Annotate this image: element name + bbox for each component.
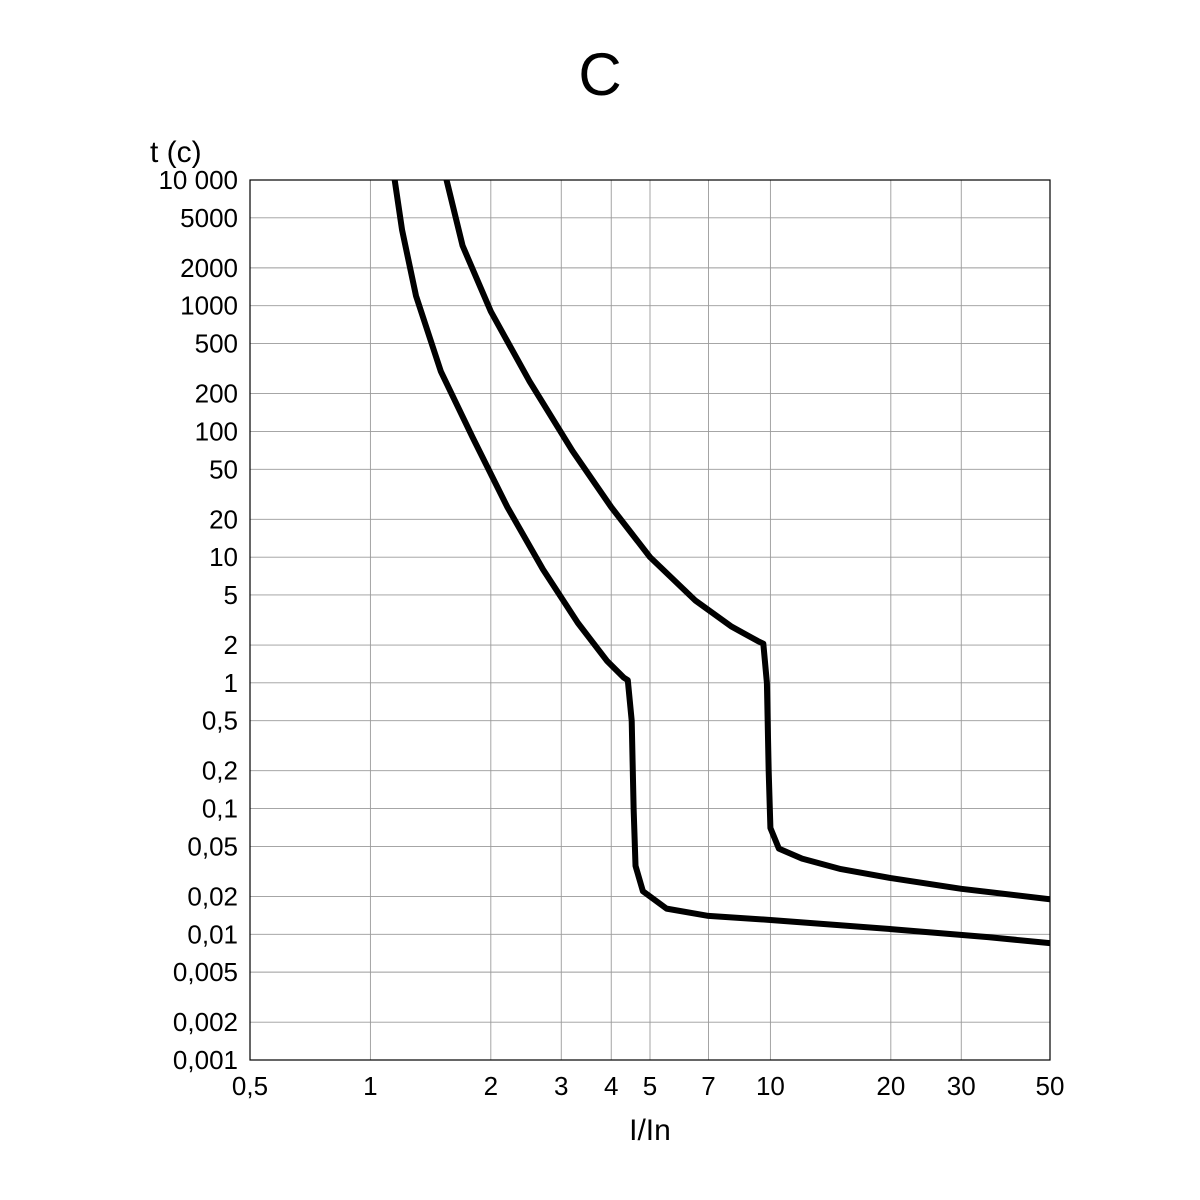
y-tick-label: 5 bbox=[224, 580, 238, 610]
x-tick-label: 2 bbox=[484, 1071, 498, 1101]
y-tick-label: 0,02 bbox=[187, 881, 238, 911]
y-tick-label: 0,005 bbox=[173, 957, 238, 987]
x-tick-label: 50 bbox=[1036, 1071, 1065, 1101]
y-tick-label: 5000 bbox=[180, 203, 238, 233]
y-tick-label: 0,5 bbox=[202, 706, 238, 736]
y-tick-label: 200 bbox=[195, 379, 238, 409]
y-tick-label: 0,01 bbox=[187, 919, 238, 949]
y-tick-label: 100 bbox=[195, 416, 238, 446]
x-tick-label: 10 bbox=[756, 1071, 785, 1101]
y-tick-label: 10 000 bbox=[158, 165, 238, 195]
x-tick-label: 3 bbox=[554, 1071, 568, 1101]
trip-curve-chart: Ct (c)0,0010,0020,0050,010,020,050,10,20… bbox=[0, 0, 1200, 1200]
y-tick-label: 1000 bbox=[180, 291, 238, 321]
x-tick-label: 5 bbox=[643, 1071, 657, 1101]
y-tick-label: 0,002 bbox=[173, 1007, 238, 1037]
x-tick-label: 0,5 bbox=[232, 1071, 268, 1101]
x-tick-label: 30 bbox=[947, 1071, 976, 1101]
x-axis-title: I/In bbox=[629, 1114, 671, 1147]
y-tick-label: 0,1 bbox=[202, 794, 238, 824]
y-tick-label: 500 bbox=[195, 329, 238, 359]
x-tick-label: 4 bbox=[604, 1071, 618, 1101]
y-tick-label: 10 bbox=[209, 542, 238, 572]
x-tick-label: 20 bbox=[876, 1071, 905, 1101]
chart-title: C bbox=[578, 41, 621, 108]
y-tick-label: 2000 bbox=[180, 253, 238, 283]
y-tick-label: 20 bbox=[209, 504, 238, 534]
x-tick-label: 1 bbox=[363, 1071, 377, 1101]
y-tick-label: 50 bbox=[209, 454, 238, 484]
y-tick-label: 1 bbox=[224, 668, 238, 698]
y-tick-label: 0,05 bbox=[187, 831, 238, 861]
x-tick-label: 7 bbox=[701, 1071, 715, 1101]
y-tick-label: 0,2 bbox=[202, 756, 238, 786]
y-tick-label: 0,001 bbox=[173, 1045, 238, 1075]
y-tick-label: 2 bbox=[224, 630, 238, 660]
